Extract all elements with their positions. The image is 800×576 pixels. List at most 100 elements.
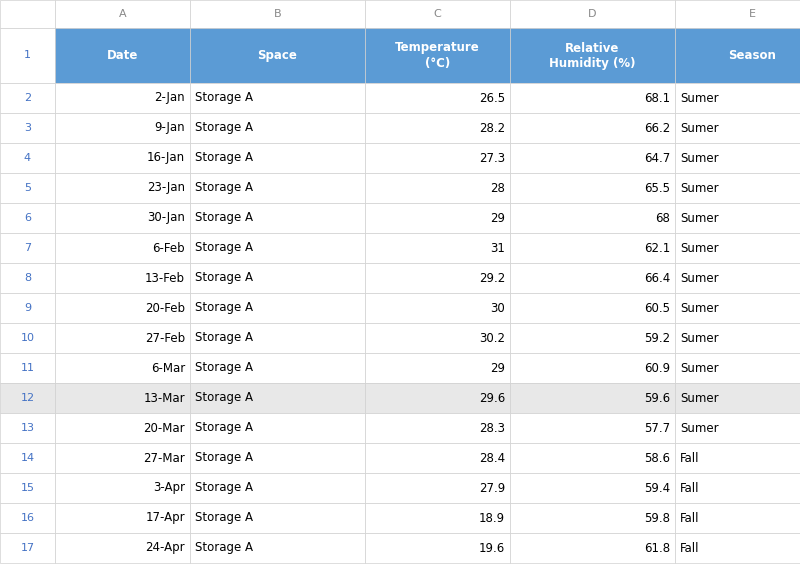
Bar: [55, 473, 190, 503]
Text: 9-Jan: 9-Jan: [154, 122, 185, 135]
Text: 13-Feb: 13-Feb: [145, 271, 185, 285]
Bar: [190, 383, 365, 413]
Bar: [365, 28, 510, 83]
Bar: [0, 173, 55, 203]
Text: 6-Mar: 6-Mar: [150, 362, 185, 374]
Text: 10: 10: [21, 333, 34, 343]
Bar: [0, 473, 55, 503]
Bar: [190, 113, 365, 143]
Bar: [0, 113, 55, 143]
Bar: [190, 533, 365, 563]
Bar: [675, 263, 800, 293]
Text: 66.4: 66.4: [644, 271, 670, 285]
Text: 20-Feb: 20-Feb: [145, 301, 185, 314]
Text: 17: 17: [21, 543, 34, 553]
Text: Sumer: Sumer: [680, 301, 718, 314]
Text: 13-Mar: 13-Mar: [143, 392, 185, 404]
Text: 59.2: 59.2: [644, 332, 670, 344]
Text: 30: 30: [490, 301, 505, 314]
Bar: [365, 413, 510, 443]
Bar: [365, 233, 510, 263]
Text: Date: Date: [107, 49, 138, 62]
Text: 20-Mar: 20-Mar: [143, 422, 185, 434]
Text: 59.4: 59.4: [644, 482, 670, 495]
Text: 19.6: 19.6: [478, 541, 505, 555]
Text: Storage A: Storage A: [195, 541, 253, 555]
Text: Storage A: Storage A: [195, 122, 253, 135]
Bar: [0, 28, 55, 83]
Bar: [55, 503, 190, 533]
Bar: [675, 0, 800, 28]
Text: 26.5: 26.5: [479, 92, 505, 104]
Text: 28.4: 28.4: [479, 452, 505, 464]
Text: 6-Feb: 6-Feb: [152, 241, 185, 255]
Bar: [55, 263, 190, 293]
Text: Fall: Fall: [680, 482, 699, 495]
Bar: [55, 383, 190, 413]
Text: 28.2: 28.2: [479, 122, 505, 135]
Text: 27-Mar: 27-Mar: [143, 452, 185, 464]
Bar: [0, 413, 55, 443]
Bar: [365, 353, 510, 383]
Bar: [675, 383, 800, 413]
Text: Storage A: Storage A: [195, 151, 253, 165]
Bar: [55, 413, 190, 443]
Bar: [55, 293, 190, 323]
Bar: [365, 203, 510, 233]
Bar: [190, 443, 365, 473]
Bar: [55, 353, 190, 383]
Bar: [675, 503, 800, 533]
Bar: [510, 383, 675, 413]
Text: 65.5: 65.5: [644, 181, 670, 195]
Bar: [0, 203, 55, 233]
Text: Sumer: Sumer: [680, 151, 718, 165]
Bar: [190, 323, 365, 353]
Text: 11: 11: [21, 363, 34, 373]
Text: 31: 31: [490, 241, 505, 255]
Text: 3: 3: [24, 123, 31, 133]
Text: Relative
Humidity (%): Relative Humidity (%): [550, 41, 636, 70]
Text: Fall: Fall: [680, 541, 699, 555]
Bar: [365, 263, 510, 293]
Text: Storage A: Storage A: [195, 181, 253, 195]
Text: Sumer: Sumer: [680, 362, 718, 374]
Bar: [0, 323, 55, 353]
Text: 59.6: 59.6: [644, 392, 670, 404]
Text: 9: 9: [24, 303, 31, 313]
Bar: [510, 113, 675, 143]
Bar: [675, 443, 800, 473]
Text: Storage A: Storage A: [195, 482, 253, 495]
Text: 29: 29: [490, 211, 505, 225]
Text: Storage A: Storage A: [195, 92, 253, 104]
Bar: [675, 353, 800, 383]
Bar: [0, 533, 55, 563]
Bar: [510, 323, 675, 353]
Text: 15: 15: [21, 483, 34, 493]
Text: Temperature
(°C): Temperature (°C): [395, 41, 480, 70]
Bar: [190, 503, 365, 533]
Bar: [365, 473, 510, 503]
Bar: [190, 413, 365, 443]
Bar: [365, 293, 510, 323]
Text: 8: 8: [24, 273, 31, 283]
Bar: [190, 203, 365, 233]
Text: Sumer: Sumer: [680, 332, 718, 344]
Text: 5: 5: [24, 183, 31, 193]
Text: Sumer: Sumer: [680, 181, 718, 195]
Bar: [190, 263, 365, 293]
Text: 64.7: 64.7: [644, 151, 670, 165]
Bar: [190, 28, 365, 83]
Bar: [190, 353, 365, 383]
Bar: [190, 473, 365, 503]
Bar: [190, 293, 365, 323]
Bar: [675, 293, 800, 323]
Bar: [55, 173, 190, 203]
Bar: [55, 0, 190, 28]
Text: 3-Apr: 3-Apr: [153, 482, 185, 495]
Text: 58.6: 58.6: [644, 452, 670, 464]
Text: 13: 13: [21, 423, 34, 433]
Bar: [510, 263, 675, 293]
Bar: [365, 383, 510, 413]
Bar: [55, 28, 190, 83]
Bar: [365, 533, 510, 563]
